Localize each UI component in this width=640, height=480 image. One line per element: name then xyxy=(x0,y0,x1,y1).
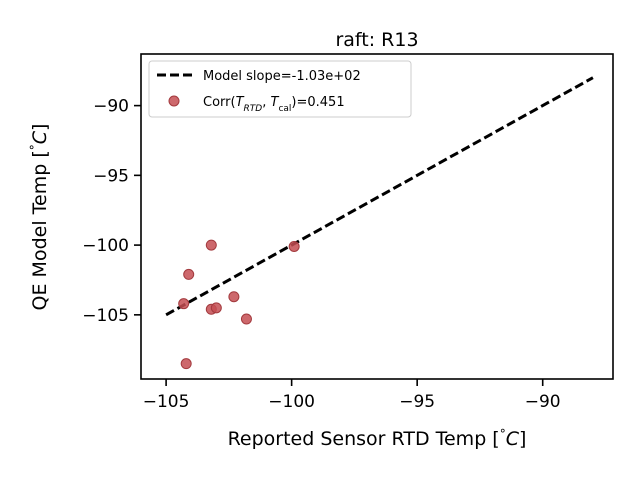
legend-entry-model: Model slope=-1.03e+02 xyxy=(203,69,361,84)
model-fit-line xyxy=(165,76,594,317)
legend-marker-swatch xyxy=(168,95,180,107)
plot-area-frame xyxy=(140,53,614,380)
data-point xyxy=(288,240,300,252)
y-tick-label: −90 xyxy=(93,97,129,117)
legend: Model slope=-1.03e+02 Corr(TRTD, Tcal)=0… xyxy=(148,60,412,118)
y-axis-label: QE Model Temp [°C] xyxy=(28,124,51,311)
x-tick-label: −95 xyxy=(399,392,435,412)
y-tick-label: −105 xyxy=(82,306,129,326)
y-tick-label: −95 xyxy=(93,166,129,186)
legend-box xyxy=(148,60,412,118)
data-point xyxy=(240,313,252,325)
data-point xyxy=(205,239,217,251)
x-tick-label: −90 xyxy=(525,392,561,412)
data-point xyxy=(178,298,190,310)
y-tick-label: −100 xyxy=(82,236,129,256)
data-point xyxy=(183,268,195,280)
plot-marks xyxy=(165,76,594,370)
chart-title: raft: R13 xyxy=(335,29,418,51)
y-axis: −90 −95 −100 −105 xyxy=(82,97,141,326)
legend-entry-corr: Corr(TRTD, Tcal)=0.451 xyxy=(203,95,345,114)
data-point xyxy=(210,302,222,314)
x-tick-label: −100 xyxy=(268,392,315,412)
x-tick-label: −105 xyxy=(143,392,190,412)
x-axis-label: Reported Sensor RTD Temp [°C] xyxy=(228,427,527,450)
data-point xyxy=(228,291,240,303)
data-point xyxy=(180,358,192,370)
x-axis: −105 −100 −95 −90 xyxy=(143,379,561,412)
